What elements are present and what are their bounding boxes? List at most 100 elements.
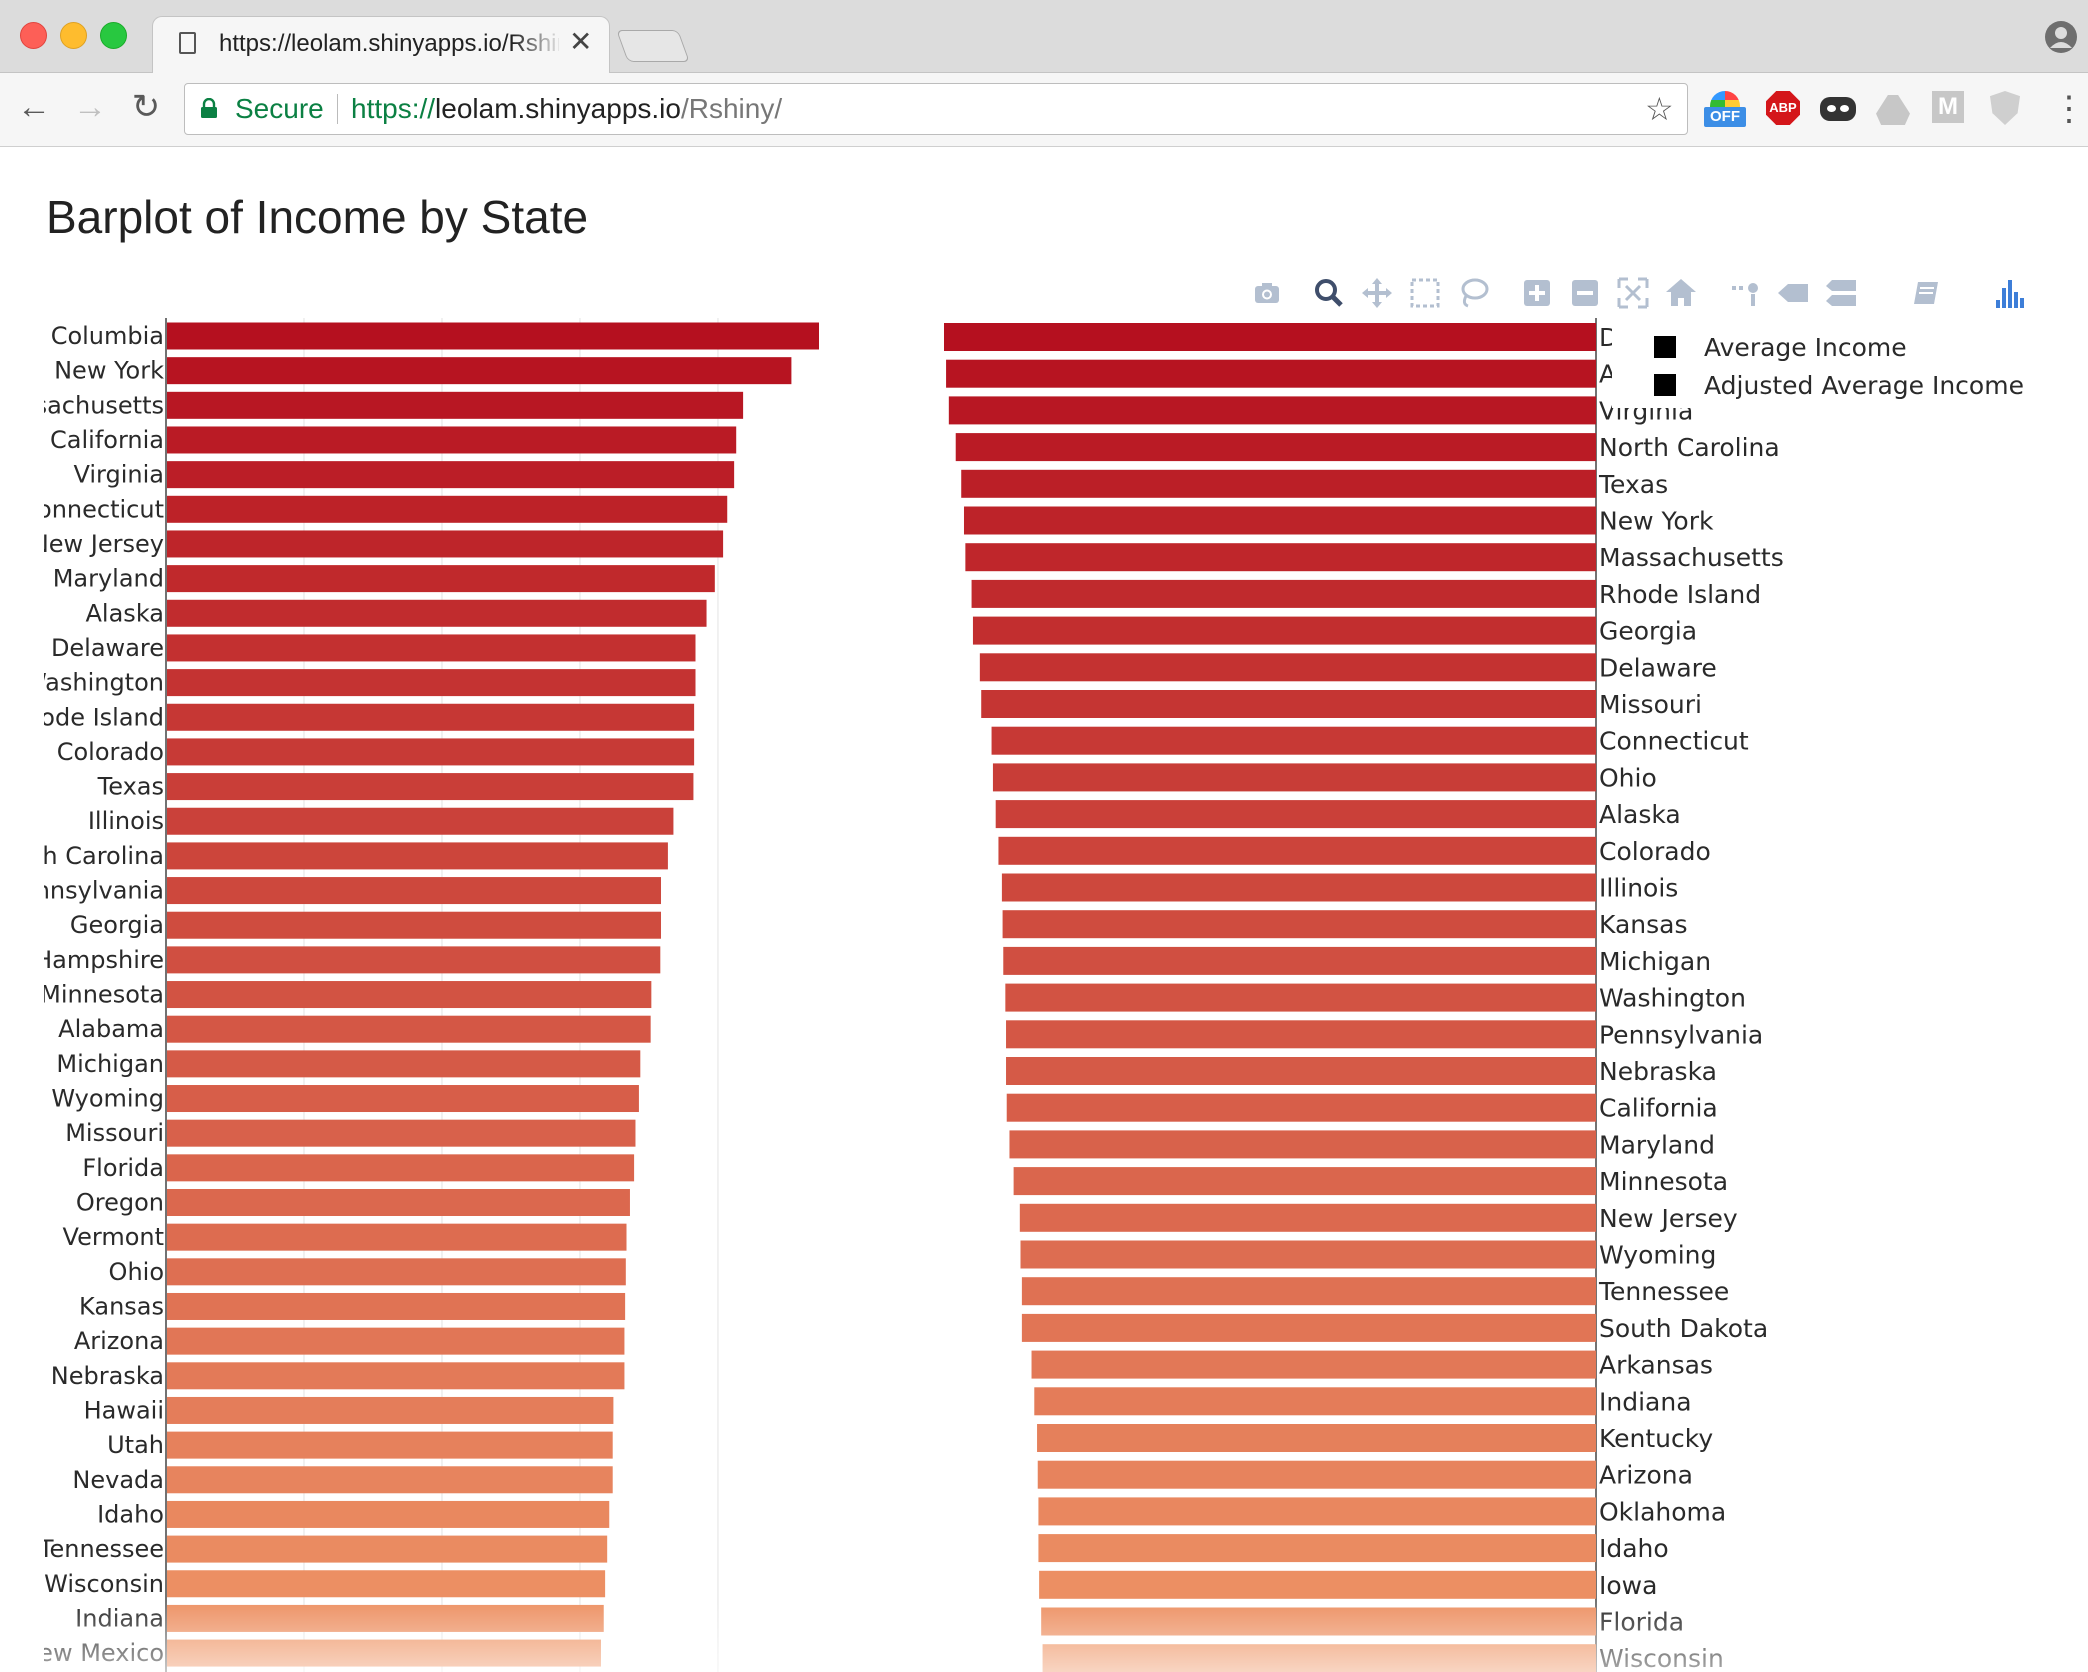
bar-average-income[interactable] [167, 1500, 610, 1528]
bar-adjusted-income[interactable] [1041, 1607, 1596, 1636]
bar-average-income[interactable] [167, 807, 674, 835]
bar-adjusted-income[interactable] [1021, 1313, 1596, 1342]
bar-average-income[interactable] [167, 426, 737, 454]
bar-adjusted-income[interactable] [1002, 910, 1596, 939]
bar-average-income[interactable] [167, 1119, 636, 1147]
bar-adjusted-income[interactable] [1019, 1203, 1596, 1232]
bar-adjusted-income[interactable] [1006, 1093, 1596, 1122]
hover-closest-icon[interactable] [1774, 274, 1812, 312]
bar-average-income[interactable] [167, 599, 707, 627]
bar-average-income[interactable] [167, 1258, 626, 1286]
bar-average-income[interactable] [167, 357, 792, 385]
bar-adjusted-income[interactable] [1003, 946, 1596, 975]
menu-icon[interactable]: ⋮ [2052, 90, 2086, 128]
pan-icon[interactable] [1358, 274, 1396, 312]
bar-adjusted-income[interactable] [1037, 1460, 1596, 1489]
bar-average-income[interactable] [167, 842, 668, 870]
reset-axes-icon[interactable] [1662, 274, 1700, 312]
url-text[interactable]: https://leolam.shinyapps.io/Rshiny/ [351, 92, 782, 126]
bar-average-income[interactable] [167, 1431, 613, 1459]
bar-adjusted-income[interactable] [1020, 1240, 1596, 1269]
legend-label[interactable]: Adjusted Average Income [1704, 371, 2024, 400]
bar-average-income[interactable] [167, 738, 695, 766]
reload-button[interactable]: ↻ [131, 88, 161, 126]
bar-adjusted-income[interactable] [1039, 1570, 1596, 1599]
window-close-button[interactable] [20, 22, 47, 49]
bar-average-income[interactable] [167, 1292, 626, 1320]
bar-adjusted-income[interactable] [1037, 1424, 1596, 1452]
bar-average-income[interactable] [167, 461, 735, 489]
bar-adjusted-income[interactable] [961, 469, 1596, 498]
bar-adjusted-income[interactable] [965, 543, 1596, 572]
bar-adjusted-income[interactable] [948, 396, 1596, 425]
bar-average-income[interactable] [167, 1639, 601, 1667]
bar-adjusted-income[interactable] [1034, 1387, 1596, 1416]
bar-average-income[interactable] [167, 1327, 625, 1355]
bar-adjusted-income[interactable] [1013, 1167, 1596, 1196]
bar-average-income[interactable] [167, 911, 662, 939]
bar-average-income[interactable] [167, 703, 695, 731]
hover-compare-icon[interactable] [1822, 274, 1860, 312]
bar-average-income[interactable] [167, 1535, 608, 1563]
bar-adjusted-income[interactable] [998, 836, 1596, 865]
bar-average-income[interactable] [167, 1085, 639, 1113]
lasso-select-icon[interactable] [1454, 274, 1492, 312]
shield-extension-icon[interactable] [1990, 91, 2020, 125]
browser-tab-active[interactable]: https://leolam.shinyapps.io/Rshiny/ ✕ [152, 16, 610, 74]
adblock-plus-icon[interactable]: ABP [1766, 91, 1800, 125]
new-tab-button[interactable] [616, 30, 690, 62]
bar-average-income[interactable] [167, 1050, 641, 1078]
bar-average-income[interactable] [167, 1396, 614, 1424]
bar-adjusted-income[interactable] [1001, 873, 1596, 902]
bar-average-income[interactable] [167, 1189, 630, 1216]
legend-swatch[interactable] [1654, 374, 1676, 396]
forward-button[interactable]: → [73, 88, 107, 126]
m-extension-icon[interactable]: M [1932, 91, 1964, 123]
bar-adjusted-income[interactable] [979, 653, 1596, 682]
bar-average-income[interactable] [167, 773, 694, 801]
bar-average-income[interactable] [167, 877, 662, 905]
bar-adjusted-income[interactable] [992, 763, 1596, 792]
legend-swatch[interactable] [1654, 336, 1676, 358]
bar-average-income[interactable] [167, 1466, 613, 1494]
bar-adjusted-income[interactable] [1021, 1277, 1596, 1306]
bar-average-income[interactable] [167, 1362, 625, 1390]
autoscale-icon[interactable] [1614, 274, 1652, 312]
bar-adjusted-income[interactable] [981, 690, 1596, 718]
bar-average-income[interactable] [167, 1154, 635, 1182]
bar-adjusted-income[interactable] [991, 726, 1596, 755]
bar-average-income[interactable] [167, 495, 728, 523]
extension-off-icon[interactable]: OFF [1704, 91, 1746, 127]
bar-adjusted-income[interactable] [1009, 1130, 1596, 1159]
bar-average-income[interactable] [167, 981, 652, 1009]
address-bar[interactable]: Secure https://leolam.shinyapps.io/Rshin… [184, 83, 1688, 135]
bar-average-income[interactable] [167, 669, 696, 697]
bar-average-income[interactable] [167, 391, 744, 419]
bar-adjusted-income[interactable] [1006, 1020, 1596, 1049]
back-button[interactable]: ← [17, 88, 51, 126]
star-icon[interactable]: ☆ [1645, 91, 1674, 127]
camera-icon[interactable] [1248, 274, 1286, 312]
window-minimize-button[interactable] [60, 22, 87, 49]
zoom-icon[interactable] [1310, 274, 1348, 312]
bar-adjusted-income[interactable] [971, 579, 1596, 608]
bar-adjusted-income[interactable] [1038, 1497, 1596, 1526]
bar-adjusted-income[interactable] [1042, 1644, 1596, 1672]
profile-icon[interactable] [2044, 20, 2078, 54]
bar-average-income[interactable] [167, 1015, 651, 1043]
bar-average-income[interactable] [167, 1604, 604, 1632]
bar-adjusted-income[interactable] [944, 323, 1596, 351]
mask-extension-icon[interactable] [1820, 97, 1856, 121]
bar-adjusted-income[interactable] [972, 616, 1596, 645]
legend-label[interactable]: Average Income [1704, 333, 1907, 362]
bar-adjusted-income[interactable] [1038, 1534, 1596, 1563]
zoom-out-icon[interactable] [1566, 274, 1604, 312]
bar-average-income[interactable] [167, 946, 661, 974]
zoom-in-icon[interactable] [1518, 274, 1556, 312]
bar-adjusted-income[interactable] [1006, 1057, 1596, 1085]
bar-adjusted-income[interactable] [995, 800, 1596, 829]
spike-lines-icon[interactable] [1726, 274, 1764, 312]
bar-average-income[interactable] [167, 634, 696, 662]
editor-icon[interactable] [1908, 274, 1946, 312]
plotly-logo-icon[interactable] [1990, 274, 2028, 312]
